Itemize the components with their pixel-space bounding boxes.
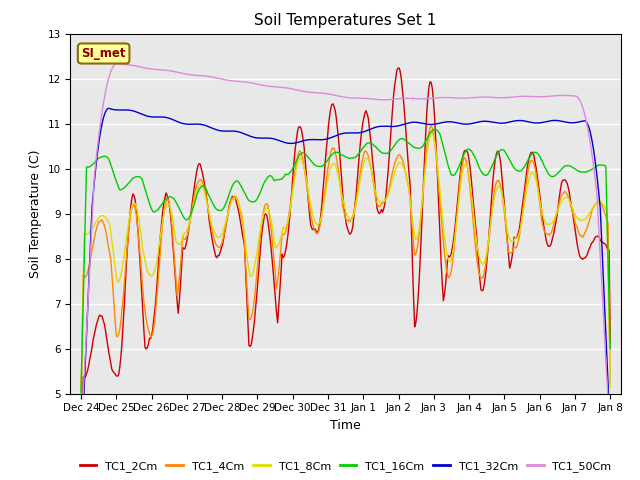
Title: Soil Temperatures Set 1: Soil Temperatures Set 1 bbox=[255, 13, 436, 28]
Text: SI_met: SI_met bbox=[81, 47, 126, 60]
Y-axis label: Soil Temperature (C): Soil Temperature (C) bbox=[29, 149, 42, 278]
X-axis label: Time: Time bbox=[330, 419, 361, 432]
Legend: TC1_2Cm, TC1_4Cm, TC1_8Cm, TC1_16Cm, TC1_32Cm, TC1_50Cm: TC1_2Cm, TC1_4Cm, TC1_8Cm, TC1_16Cm, TC1… bbox=[75, 457, 616, 477]
